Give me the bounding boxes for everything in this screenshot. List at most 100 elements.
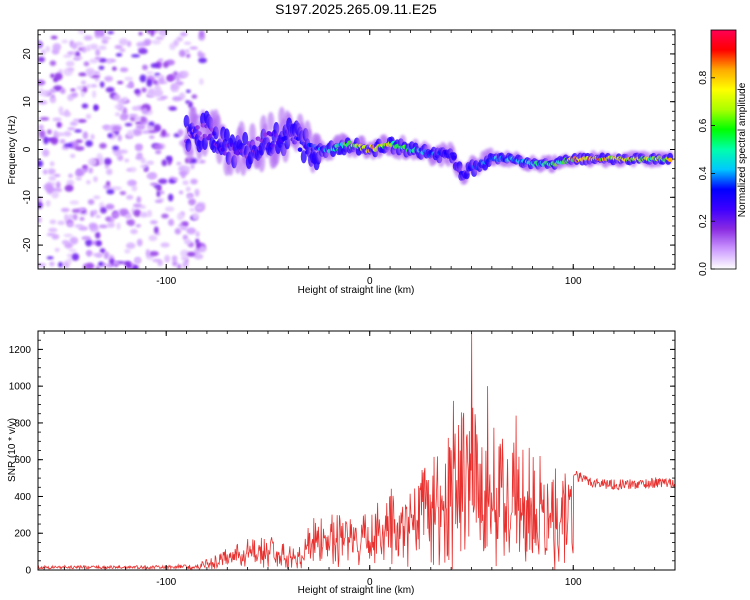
x-tick-label: -100 [156,276,176,287]
colorbar-tick-label: 0.0 [698,262,709,276]
heatmap-cell [437,154,445,168]
heatmap-cell [118,38,129,46]
heatmap-cell [127,219,136,226]
x-tick-label: -100 [156,577,176,588]
heatmap-cell [180,249,190,258]
heatmap-cell [38,130,46,138]
heatmap-cell [88,167,94,174]
heatmap-cell [178,49,186,58]
heatmap-cell [43,136,49,145]
heatmap-cell [81,80,87,85]
heatmap-cell [49,219,57,225]
snr-y-axis-label: SNR (10 * v/v) [7,418,18,482]
heatmap-cell [160,190,165,195]
heatmap-cell [198,30,205,37]
heatmap-cell [186,193,194,200]
heatmap-cell [69,121,78,126]
snr-x-ticks: -100 0 100 [43,331,676,588]
heatmap-cell [101,36,112,40]
heatmap-cell [61,240,70,245]
heatmap-cell [155,36,165,41]
heatmap-cell [161,159,168,167]
heatmap-cell [71,253,80,261]
heatmap-cell [172,260,178,267]
heatmap-cell [38,124,44,130]
heatmap-cell [67,67,75,72]
heatmap-cell [67,127,76,131]
heatmap-cell [158,58,164,62]
heatmap-cell [196,241,201,248]
heatmap-cell [48,175,57,181]
heatmap-cell [39,117,50,121]
heatmap-cell [112,93,121,101]
heatmap-cell [182,234,189,241]
heatmap-cell [152,258,162,263]
heatmap-cell [126,129,135,138]
heatmap-cell [136,196,142,204]
heatmap-cell [106,189,115,195]
heatmap-cell [48,227,58,233]
heatmap-cell [50,35,58,40]
heatmap-cell [76,85,85,90]
heatmap-cell [173,39,179,47]
heatmap-cell [134,256,142,264]
heatmap-cell [60,87,66,94]
heatmap-cell [53,130,58,139]
heatmap-cell [70,92,79,98]
heatmap-cell [180,255,189,261]
heatmap-cell [49,88,56,94]
heatmap-cell [63,233,73,238]
snr-y-ticks: 0 200 400 600 800 1000 1200 [9,330,675,577]
heatmap-cell [140,164,148,169]
heatmap-cell [119,149,128,154]
heatmap-cell [85,84,92,89]
heatmap-cell [47,168,56,175]
heatmap-cell [195,205,203,210]
heatmap-cell [82,165,88,169]
heatmap-cell [64,184,74,192]
heatmap-cell [61,39,69,44]
heatmap-cell [183,222,189,227]
heatmap-cell [223,128,230,142]
heatmap-cell [135,123,146,131]
heatmap-cell [160,31,167,37]
heatmap-cell [83,35,93,41]
heatmap-cell [262,132,268,137]
heatmap-cell [126,168,132,172]
colorbar-gradient [710,29,737,270]
heatmap-cell [58,106,64,114]
heatmap-cell [129,81,134,88]
heatmap-cell [38,196,43,203]
heatmap-cell [86,180,91,185]
heatmap-cell [81,103,89,109]
heatmap-cell [53,85,63,92]
heatmap-cell [83,61,90,67]
heatmap-cell [168,155,173,163]
heatmap-cell [78,47,83,51]
heatmap-cell [64,109,69,115]
snr-x-axis-label: Height of straight line (km) [298,585,415,596]
heatmap-cell [49,60,57,67]
heatmap-cell [119,67,129,73]
heatmap-cell [153,143,164,150]
heatmap-cell [50,73,55,79]
heatmap-cell [141,130,151,134]
heatmap-cell [124,76,134,81]
heatmap-cell [62,54,72,58]
heatmap-cell [149,182,159,186]
heatmap-cell [95,240,102,247]
heatmap-cell [156,190,161,198]
y-tick-label: 1200 [9,345,32,356]
heatmap-cell [185,186,191,192]
heatmap-cell [80,91,85,98]
heatmap-cell [45,45,51,53]
heatmap-cell [105,263,113,268]
heatmap-cell [139,116,147,123]
heatmap-cell [38,79,46,86]
heatmap-cell [138,31,143,36]
heatmap-cell [145,71,154,75]
heatmap-cell [194,188,200,197]
heatmap-cell [168,106,177,111]
y-tick-label: -20 [22,237,33,252]
heatmap-cell [167,193,174,202]
